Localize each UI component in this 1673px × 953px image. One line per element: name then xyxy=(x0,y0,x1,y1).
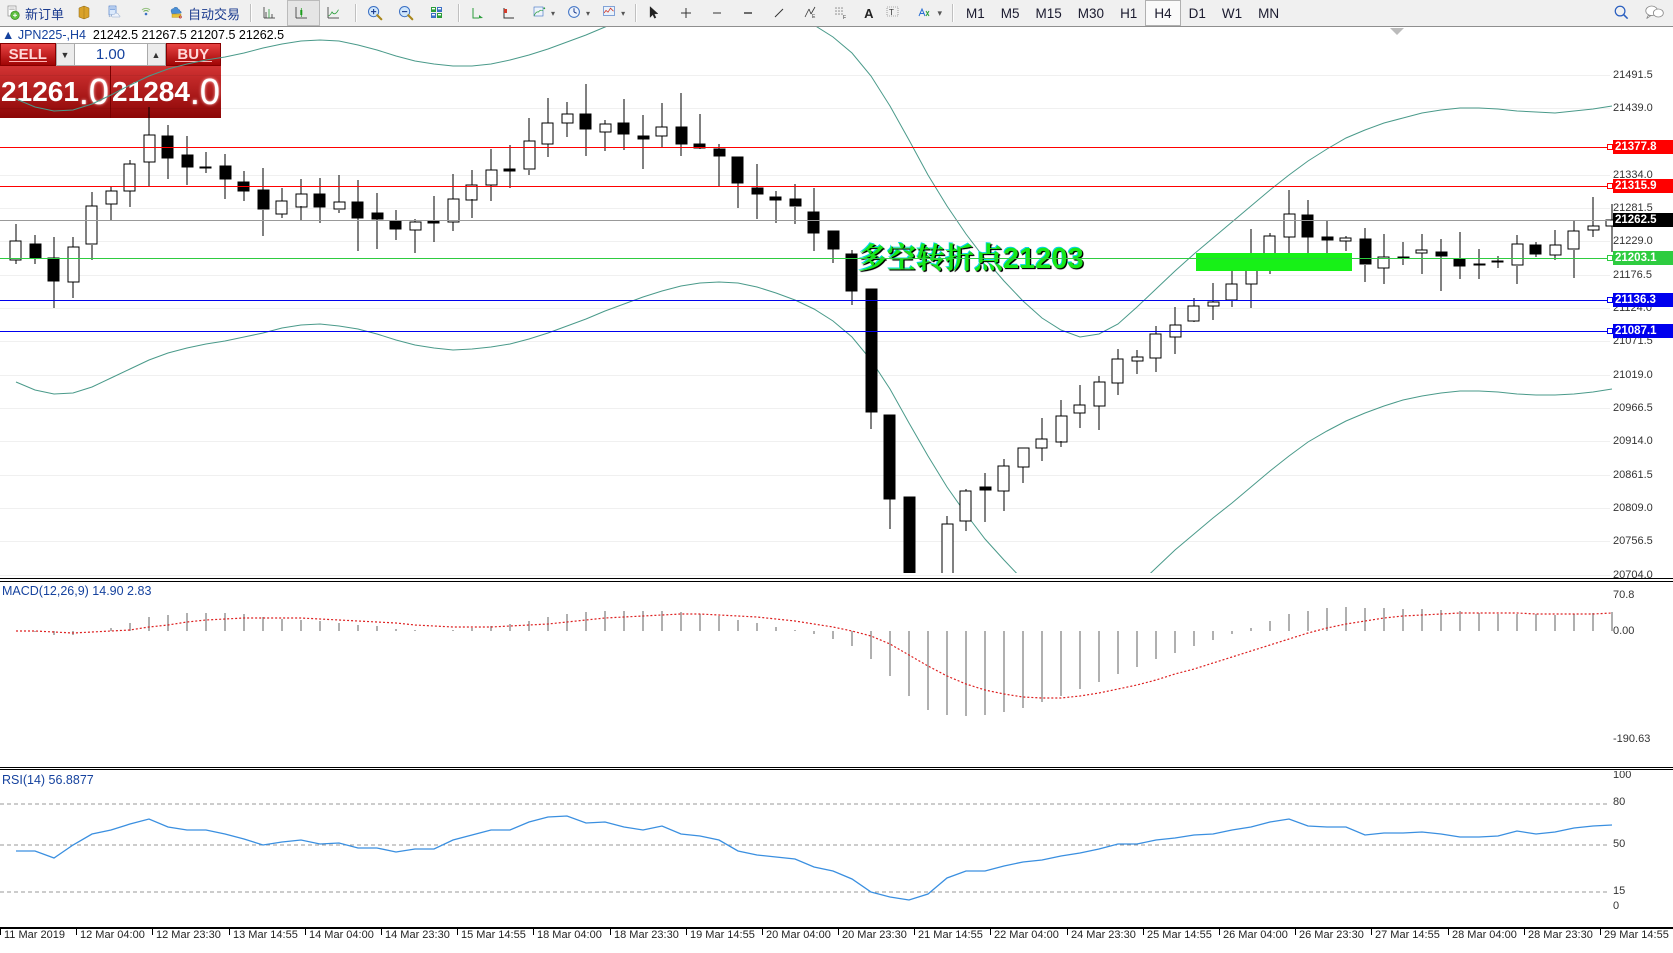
svg-text:F: F xyxy=(843,15,846,21)
svg-text:T: T xyxy=(889,8,894,17)
svg-text:E: E xyxy=(812,14,816,20)
